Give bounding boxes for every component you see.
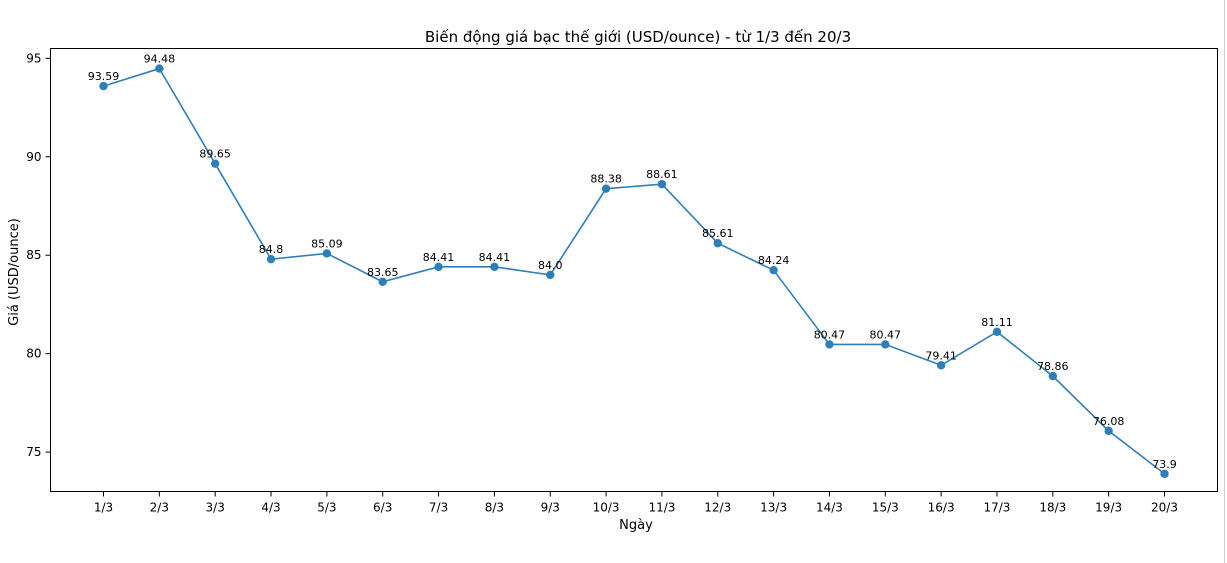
- data-label: 84.0: [538, 259, 563, 272]
- data-points: [99, 64, 1169, 478]
- x-axis: 1/3 2/3 3/3 4/3 5/3 6/3 7/3 8/3 9/3 10/3 11/3 12/3 1…: [94, 491, 1178, 515]
- data-label: 83.65: [367, 266, 399, 279]
- data-label: 80.47: [870, 328, 902, 341]
- y-tick-label: 95: [26, 51, 41, 65]
- x-tick-label: 9/3: [541, 501, 560, 515]
- data-label: 94.48: [144, 53, 176, 66]
- data-point: [769, 265, 778, 275]
- data-label: 85.09: [311, 237, 343, 250]
- data-point: [322, 249, 332, 258]
- data-label: 88.61: [646, 168, 678, 181]
- data-point: [657, 179, 667, 189]
- x-axis-label: Ngày: [619, 518, 653, 533]
- data-label: 84.8: [259, 243, 284, 256]
- data-label: 85.61: [702, 227, 734, 240]
- y-tick-label: 90: [26, 150, 41, 164]
- y-tick-label: 75: [26, 445, 41, 459]
- y-tick-label: 80: [26, 347, 41, 361]
- y-axis: 75 80 85 90 95: [26, 51, 51, 459]
- data-point: [881, 340, 890, 349]
- x-tick-label: 5/3: [317, 501, 336, 515]
- x-tick-label: 8/3: [485, 501, 504, 515]
- data-point: [155, 64, 164, 73]
- x-tick-label: 18/3: [1039, 501, 1066, 515]
- data-labels: 93.59 94.48 89.65 84.8 85.09 83.65 84.41 84.41 8…: [88, 53, 1177, 471]
- data-point: [266, 254, 276, 264]
- data-point: [434, 262, 443, 272]
- data-label: 80.47: [814, 328, 846, 341]
- x-tick-label: 10/3: [593, 501, 620, 515]
- data-label: 93.59: [88, 70, 120, 83]
- data-point: [490, 262, 499, 272]
- y-tick-label: 85: [26, 248, 41, 262]
- data-point: [825, 340, 834, 349]
- data-label: 89.65: [199, 148, 231, 161]
- data-label: 76.08: [1093, 415, 1125, 428]
- x-tick-label: 14/3: [816, 501, 843, 515]
- x-tick-label: 1/3: [94, 501, 113, 515]
- chart-title: Biến động giá bạc thế giới (USD/ounce) -…: [425, 28, 851, 46]
- x-tick-label: 2/3: [150, 501, 169, 515]
- data-label: 81.11: [981, 316, 1013, 329]
- data-point: [936, 361, 946, 370]
- x-tick-label: 11/3: [648, 501, 675, 515]
- data-point: [210, 159, 220, 168]
- data-point: [601, 184, 611, 193]
- x-tick-label: 6/3: [373, 501, 392, 515]
- data-point: [1104, 426, 1113, 436]
- data-point: [992, 327, 1002, 337]
- x-tick-label: 12/3: [704, 501, 731, 515]
- plot-area-frame: [50, 48, 1218, 492]
- data-label: 78.86: [1037, 360, 1069, 373]
- window-border: [1224, 0, 1225, 563]
- data-label: 84.41: [423, 251, 455, 264]
- x-tick-label: 20/3: [1151, 501, 1178, 515]
- x-tick-label: 7/3: [429, 501, 448, 515]
- data-label: 84.24: [758, 254, 790, 267]
- x-tick-label: 16/3: [928, 501, 955, 515]
- data-point: [1160, 469, 1169, 478]
- data-label: 84.41: [479, 251, 511, 264]
- data-point: [99, 81, 108, 91]
- data-label: 88.38: [590, 173, 622, 186]
- x-tick-label: 17/3: [983, 501, 1010, 515]
- y-axis-label: Giá (USD/ounce): [7, 218, 22, 326]
- x-tick-label: 4/3: [261, 501, 280, 515]
- data-point: [378, 277, 387, 287]
- data-point: [713, 239, 722, 248]
- data-point: [546, 270, 555, 280]
- data-label: 73.9: [1152, 458, 1177, 471]
- data-label: 79.41: [925, 349, 957, 362]
- x-tick-label: 3/3: [206, 501, 225, 515]
- data-point: [1048, 371, 1058, 381]
- x-tick-label: 15/3: [872, 501, 899, 515]
- x-tick-label: 13/3: [760, 501, 787, 515]
- series-line: [103, 67, 1165, 475]
- x-tick-label: 19/3: [1095, 501, 1122, 515]
